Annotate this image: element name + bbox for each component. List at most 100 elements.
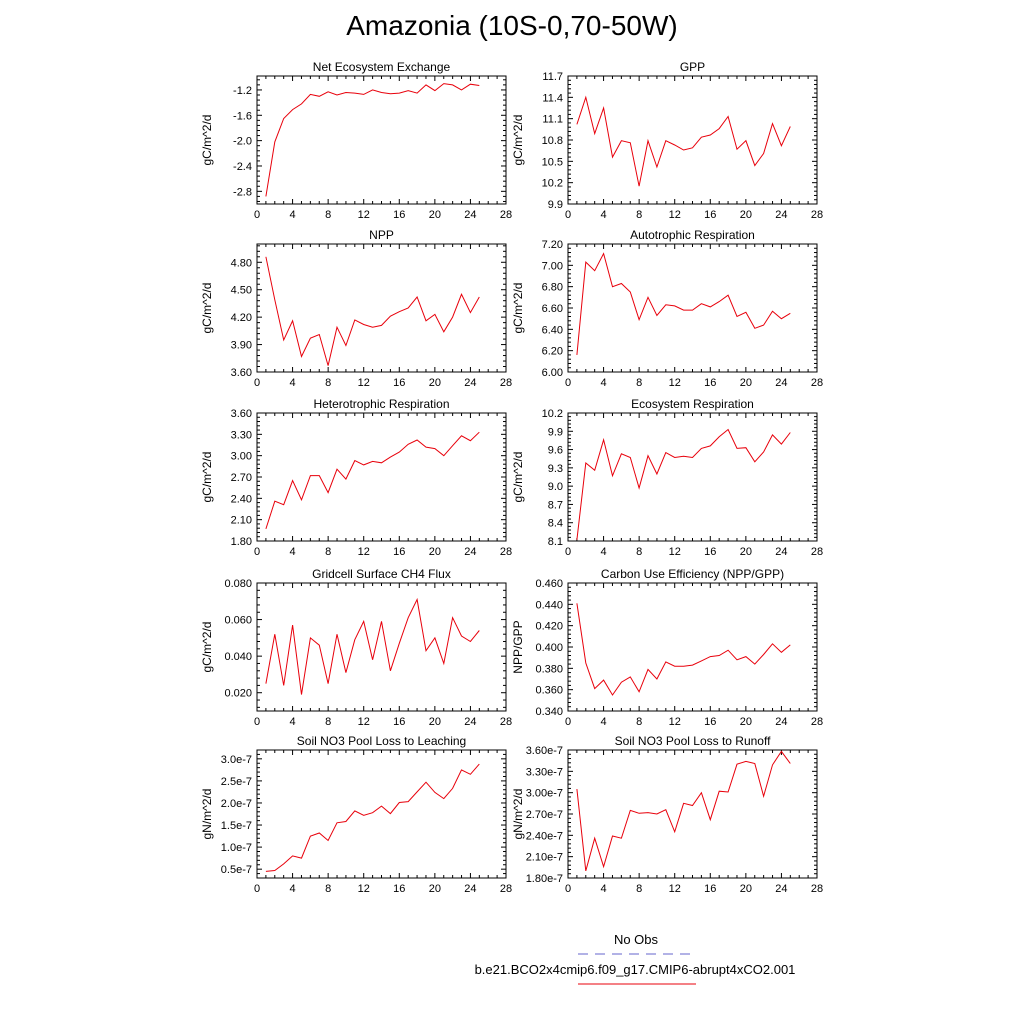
x-tick-label: 0 [254, 377, 260, 389]
x-tick-label: 20 [429, 209, 441, 221]
y-axis-label: gC/m^2/d [511, 283, 525, 334]
y-tick-label: 2.70 [231, 472, 252, 484]
y-tick-label: 2.5e-7 [221, 776, 252, 788]
series-line [265, 597, 480, 695]
panel-title: NPP [369, 228, 394, 242]
x-tick-label: 28 [500, 377, 512, 389]
chart-main-title: Amazonia (10S-0,70-50W) [346, 10, 678, 41]
y-tick-label: 0.5e-7 [221, 864, 252, 876]
y-axis-label: NPP/GPP [511, 620, 525, 673]
x-tick-label: 4 [601, 209, 607, 221]
x-tick-label: 16 [393, 883, 405, 895]
y-tick-label: 3.60e-7 [526, 745, 563, 757]
y-axis-label: gC/m^2/d [200, 622, 214, 673]
x-tick-label: 12 [358, 377, 370, 389]
x-tick-label: 0 [565, 209, 571, 221]
x-tick-label: 28 [500, 546, 512, 558]
x-tick-label: 4 [601, 716, 607, 728]
x-tick-label: 28 [500, 209, 512, 221]
y-tick-label: 3.30 [231, 429, 252, 441]
y-axis-label: gC/m^2/d [511, 452, 525, 503]
legend-run-label: b.e21.BCO2x4cmip6.f09_g17.CMIP6-abrupt4x… [474, 962, 796, 977]
x-tick-label: 20 [429, 716, 441, 728]
y-tick-label: -1.6 [233, 110, 252, 122]
x-tick-label: 0 [254, 546, 260, 558]
x-tick-label: 4 [290, 716, 296, 728]
y-tick-label: -2.4 [233, 161, 252, 173]
x-tick-label: 12 [358, 883, 370, 895]
y-tick-label: 4.80 [231, 257, 252, 269]
x-tick-label: 20 [429, 377, 441, 389]
y-axis-label: gN/m^2/d [200, 789, 214, 840]
panel-title: Net Ecosystem Exchange [313, 60, 451, 74]
y-tick-label: 2.10 [231, 515, 252, 527]
x-tick-label: 20 [740, 883, 752, 895]
x-tick-label: 0 [565, 546, 571, 558]
plot-frame [567, 243, 818, 373]
y-tick-label: 2.40e-7 [526, 830, 563, 842]
y-axis-label: gC/m^2/d [200, 115, 214, 166]
y-tick-label: 1.80e-7 [526, 873, 563, 885]
plot-frame [567, 582, 818, 712]
y-tick-label: 3.60 [231, 408, 252, 420]
y-axis-label: gC/m^2/d [511, 115, 525, 166]
x-tick-label: 4 [290, 209, 296, 221]
x-tick-label: 8 [636, 883, 642, 895]
y-tick-label: 0.020 [224, 688, 252, 700]
x-tick-label: 24 [464, 209, 476, 221]
chart-panel-0: Net Ecosystem Exchange gC/m^2/d 0 4 8 12 16 20 2… [200, 60, 512, 221]
panel-title: Autotrophic Respiration [630, 228, 755, 242]
y-tick-label: 6.80 [542, 282, 563, 294]
plot-frame [567, 412, 818, 542]
y-tick-label: 10.8 [542, 135, 563, 147]
x-tick-label: 0 [565, 377, 571, 389]
x-tick-label: 12 [358, 546, 370, 558]
y-tick-label: 3.0e-7 [221, 754, 252, 766]
chart-panel-6: Gridcell Surface CH4 Flux gC/m^2/d 0 4 8 12 16… [200, 567, 512, 728]
series-line [265, 256, 480, 366]
x-tick-label: 28 [811, 883, 823, 895]
series-line [265, 83, 480, 197]
y-tick-label: 9.9 [548, 199, 563, 211]
y-tick-label: 9.9 [548, 426, 563, 438]
y-tick-label: 11.7 [542, 71, 563, 83]
y-tick-label: 4.50 [231, 285, 252, 297]
x-tick-label: 16 [393, 377, 405, 389]
x-tick-label: 0 [254, 209, 260, 221]
x-tick-label: 16 [393, 546, 405, 558]
x-tick-label: 4 [290, 377, 296, 389]
x-tick-label: 4 [601, 546, 607, 558]
x-tick-label: 16 [393, 716, 405, 728]
y-tick-label: -2.8 [233, 186, 252, 198]
x-tick-label: 20 [740, 546, 752, 558]
y-tick-label: 3.60 [231, 367, 252, 379]
x-tick-label: 28 [811, 546, 823, 558]
legend-obs-dashline [578, 953, 696, 955]
y-axis-label: gC/m^2/d [200, 283, 214, 334]
x-tick-label: 4 [601, 883, 607, 895]
legend-run-line [578, 983, 696, 985]
x-tick-label: 8 [325, 209, 331, 221]
x-tick-label: 16 [704, 546, 716, 558]
chart-panel-7: Carbon Use Efficiency (NPP/GPP) NPP/GPP 0 4… [511, 567, 823, 728]
x-tick-label: 4 [601, 377, 607, 389]
x-tick-label: 20 [429, 546, 441, 558]
x-tick-label: 4 [290, 546, 296, 558]
y-tick-label: 0.340 [535, 706, 563, 718]
y-tick-label: 0.040 [224, 651, 252, 663]
x-tick-label: 12 [358, 716, 370, 728]
panel-title: Carbon Use Efficiency (NPP/GPP) [601, 567, 784, 581]
y-tick-label: -1.2 [233, 85, 252, 97]
x-tick-label: 8 [325, 716, 331, 728]
y-tick-label: 2.10e-7 [526, 852, 563, 864]
y-tick-label: 2.40 [231, 493, 252, 505]
x-tick-label: 28 [500, 716, 512, 728]
chart-panel-1: GPP gC/m^2/d 0 4 8 12 16 20 24 28 9.9 10.2 10.5 10.8 1… [511, 60, 823, 221]
y-tick-label: 2.70e-7 [526, 809, 563, 821]
legend-obs-label: No Obs [613, 932, 659, 947]
plot-frame [256, 412, 507, 542]
x-tick-label: 8 [636, 716, 642, 728]
x-tick-label: 8 [636, 546, 642, 558]
x-tick-label: 28 [811, 209, 823, 221]
y-tick-label: 1.0e-7 [221, 842, 252, 854]
